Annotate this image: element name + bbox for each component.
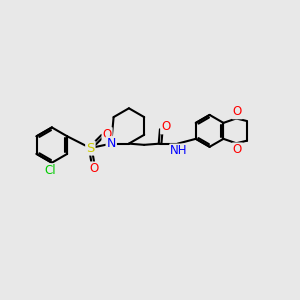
Text: N: N: [106, 137, 116, 150]
Text: O: O: [233, 143, 242, 156]
Text: O: O: [233, 105, 242, 118]
Text: S: S: [86, 142, 94, 154]
Text: O: O: [89, 162, 99, 176]
Text: NH: NH: [170, 145, 188, 158]
Text: Cl: Cl: [45, 164, 56, 177]
Text: O: O: [161, 120, 170, 134]
Text: O: O: [102, 128, 112, 141]
